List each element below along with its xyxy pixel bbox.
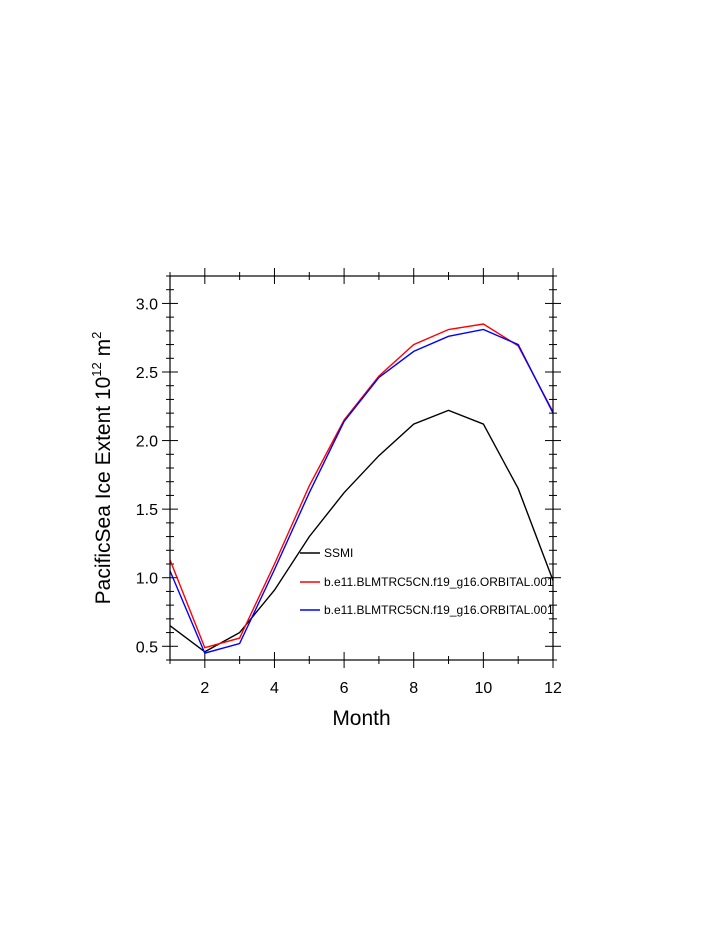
- x-tick-label: 8: [409, 680, 418, 697]
- axis-ticks: [162, 268, 561, 668]
- legend: SSMIb.e11.BLMTRC5CN.f19_g16.ORBITAL.001b…: [300, 546, 554, 617]
- x-axis-title: Month: [332, 707, 390, 730]
- y-tick-label: 1.5: [136, 502, 158, 519]
- y-axis-title: PacificSea Ice Extent 1012 m2: [89, 332, 115, 605]
- x-tick-label: 12: [544, 680, 562, 697]
- x-tick-label: 4: [270, 680, 279, 697]
- legend-label-1: SSMI: [324, 546, 353, 560]
- x-tick-label: 10: [474, 680, 492, 697]
- legend-label-2: b.e11.BLMTRC5CN.f19_g16.ORBITAL.001: [324, 575, 554, 589]
- y-axis-title-exp: 12: [89, 362, 104, 376]
- y-axis-title-unit: m: [92, 339, 115, 362]
- y-tick-label: 2.0: [136, 434, 158, 451]
- tick-labels: 2 4 6 8 10 12 0.5 1.0 1.5 2.0 2.5 3.0: [136, 296, 562, 697]
- y-tick-label: 3.0: [136, 296, 158, 313]
- y-tick-label: 0.5: [136, 639, 158, 656]
- series-line-2: [169, 323, 554, 649]
- y-tick-label: 1.0: [136, 571, 158, 588]
- y-tick-label: 2.5: [136, 365, 158, 382]
- series-line-1: [169, 409, 554, 653]
- y-axis-title-unit-exp: 2: [89, 332, 104, 339]
- y-axis-title-main: PacificSea Ice Extent 10: [92, 377, 115, 605]
- x-tick-label: 6: [340, 680, 349, 697]
- series-line-3: [169, 328, 554, 654]
- x-tick-label: 2: [200, 680, 209, 697]
- series-lines: [169, 323, 554, 654]
- plot-frame: [169, 275, 554, 661]
- legend-label-3: b.e11.BLMTRC5CN.f19_g16.ORBITAL.001: [324, 603, 554, 617]
